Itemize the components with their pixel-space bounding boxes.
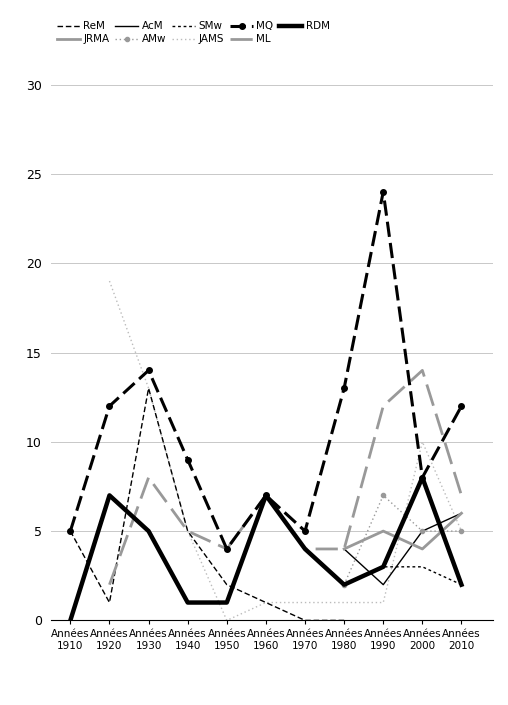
- ML: [184, 527, 190, 535]
- ML: [106, 580, 112, 589]
- AMw: [341, 580, 347, 589]
- JAMS: [145, 384, 151, 393]
- Line: SMw: SMw: [344, 567, 461, 584]
- Legend: ReM, JRMA, AcM, AMw, SMw, JAMS, MQ, ML, RDM: ReM, JRMA, AcM, AMw, SMw, JAMS, MQ, ML, …: [56, 20, 331, 45]
- RDM: [184, 599, 190, 607]
- JRMA: [458, 509, 464, 517]
- JAMS: [302, 599, 308, 607]
- ML: [224, 545, 230, 553]
- ML: [419, 366, 425, 374]
- ReM: [67, 527, 73, 535]
- RDM: [458, 580, 464, 589]
- RDM: [419, 473, 425, 482]
- Line: JRMA: JRMA: [344, 513, 461, 549]
- AMw: [419, 527, 425, 535]
- JAMS: [263, 599, 269, 607]
- JRMA: [419, 545, 425, 553]
- Line: JAMS: JAMS: [109, 281, 461, 620]
- Line: MQ: MQ: [68, 189, 464, 552]
- ML: [380, 402, 386, 410]
- ReM: [106, 599, 112, 607]
- RDM: [106, 491, 112, 500]
- MQ: [106, 402, 112, 410]
- RDM: [67, 616, 73, 625]
- SMw: [341, 580, 347, 589]
- JAMS: [380, 599, 386, 607]
- JAMS: [224, 616, 230, 625]
- MQ: [419, 473, 425, 482]
- AMw: [380, 491, 386, 500]
- MQ: [145, 366, 151, 374]
- RDM: [263, 491, 269, 500]
- MQ: [341, 384, 347, 393]
- MQ: [302, 527, 308, 535]
- JRMA: [341, 545, 347, 553]
- Line: ReM: ReM: [70, 388, 344, 620]
- Line: RDM: RDM: [70, 477, 461, 620]
- Line: AMw: AMw: [342, 493, 464, 587]
- RDM: [224, 599, 230, 607]
- ML: [458, 491, 464, 500]
- AcM: [341, 545, 347, 553]
- ReM: [184, 527, 190, 535]
- JAMS: [419, 438, 425, 446]
- MQ: [67, 527, 73, 535]
- AMw: [458, 527, 464, 535]
- Line: AcM: AcM: [344, 513, 461, 584]
- MQ: [263, 491, 269, 500]
- MQ: [184, 455, 190, 464]
- ReM: [341, 616, 347, 625]
- ReM: [224, 580, 230, 589]
- RDM: [145, 527, 151, 535]
- MQ: [224, 545, 230, 553]
- SMw: [380, 563, 386, 571]
- SMw: [419, 563, 425, 571]
- ReM: [302, 616, 308, 625]
- Line: ML: ML: [109, 370, 461, 584]
- RDM: [380, 563, 386, 571]
- MQ: [380, 188, 386, 196]
- ML: [145, 473, 151, 482]
- JAMS: [341, 599, 347, 607]
- ML: [302, 545, 308, 553]
- ML: [341, 545, 347, 553]
- JAMS: [184, 527, 190, 535]
- ML: [263, 491, 269, 500]
- ReM: [263, 599, 269, 607]
- AcM: [458, 509, 464, 517]
- AcM: [419, 527, 425, 535]
- JAMS: [106, 277, 112, 286]
- ReM: [145, 384, 151, 393]
- AcM: [380, 580, 386, 589]
- RDM: [341, 580, 347, 589]
- JRMA: [380, 527, 386, 535]
- JAMS: [458, 527, 464, 535]
- SMw: [458, 580, 464, 589]
- RDM: [302, 545, 308, 553]
- MQ: [458, 402, 464, 410]
